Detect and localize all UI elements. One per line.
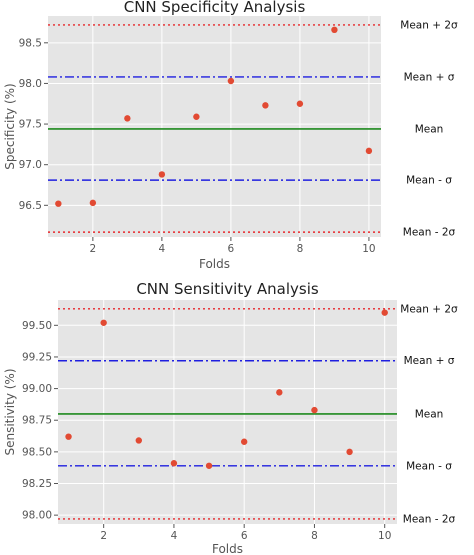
y-tick-label: 98.0 (19, 78, 42, 90)
x-axis-label: Folds (199, 257, 230, 271)
ref-line-label: Mean (415, 123, 444, 135)
data-point (262, 102, 269, 109)
data-point (158, 171, 166, 178)
ref-line-label: Mean (415, 408, 444, 420)
y-tick-label: 98.00 (22, 510, 52, 522)
data-point (331, 26, 338, 34)
data-point (365, 147, 373, 155)
y-tick-label: 98.50 (22, 446, 52, 458)
data-point (100, 319, 107, 326)
y-axis-label: Specificity (%) (3, 83, 17, 169)
ref-line-label: Mean + 2σ (400, 303, 458, 315)
x-axis-label: Folds (212, 542, 243, 555)
ref-line-label: Mean - 2σ (403, 513, 456, 525)
data-point (65, 433, 72, 440)
y-tick-label: 96.5 (19, 200, 42, 212)
y-tick-label: 98.5 (19, 37, 42, 49)
y-tick-label: 98.75 (22, 415, 52, 427)
data-point (135, 437, 142, 444)
x-tick-label: 2 (100, 530, 107, 542)
data-point (296, 100, 304, 107)
x-tick-label: 6 (241, 530, 248, 542)
ref-line-label: Mean + σ (404, 71, 455, 83)
chart-panel-2: 2 4 6 8 10 98.00 98.25 98.50 98.75 99.00 99.25 99.5… (3, 280, 458, 555)
data-point (276, 389, 283, 396)
x-tick-label: 10 (378, 530, 391, 542)
x-tick-label: 10 (362, 243, 375, 255)
y-tick-label: 99.25 (22, 351, 52, 363)
x-tick-label: 2 (90, 243, 97, 255)
y-tick-label: 99.50 (22, 320, 52, 332)
data-point (193, 113, 200, 120)
x-tick-label: 6 (228, 243, 235, 255)
data-point (346, 448, 353, 456)
y-tick-label: 99.00 (22, 383, 52, 395)
ref-line-label: Mean + σ (404, 355, 455, 367)
ref-line-label: Mean - σ (406, 460, 452, 472)
data-point (240, 438, 248, 445)
chart-title: CNN Specificity Analysis (124, 0, 306, 16)
data-point (170, 460, 178, 467)
data-point (55, 200, 62, 207)
x-tick-label: 4 (171, 530, 178, 542)
data-point (311, 406, 318, 414)
x-tick-label: 8 (311, 530, 318, 542)
ref-line-label: Mean - σ (406, 175, 452, 187)
ref-line-label: Mean - 2σ (403, 227, 456, 239)
plot-area (58, 300, 397, 524)
data-point (227, 77, 235, 85)
y-tick-label: 97.0 (19, 159, 42, 171)
x-tick-label: 4 (159, 243, 166, 255)
plot-area (48, 16, 381, 237)
chart-panel-1: 2 4 6 8 10 96.5 97.0 97.5 98.0 98.5 Mean + 2σ Mean … (3, 0, 458, 271)
y-axis-label: Sensitivity (%) (3, 368, 17, 455)
y-tick-label: 97.5 (19, 119, 42, 131)
y-tick-label: 98.25 (22, 478, 52, 490)
ref-line-label: Mean + 2σ (400, 19, 458, 31)
data-point (205, 462, 213, 469)
x-tick-label: 8 (297, 243, 304, 255)
chart-title: CNN Sensitivity Analysis (136, 280, 319, 298)
data-point (381, 309, 388, 316)
data-point (124, 115, 131, 122)
data-point (89, 199, 97, 207)
